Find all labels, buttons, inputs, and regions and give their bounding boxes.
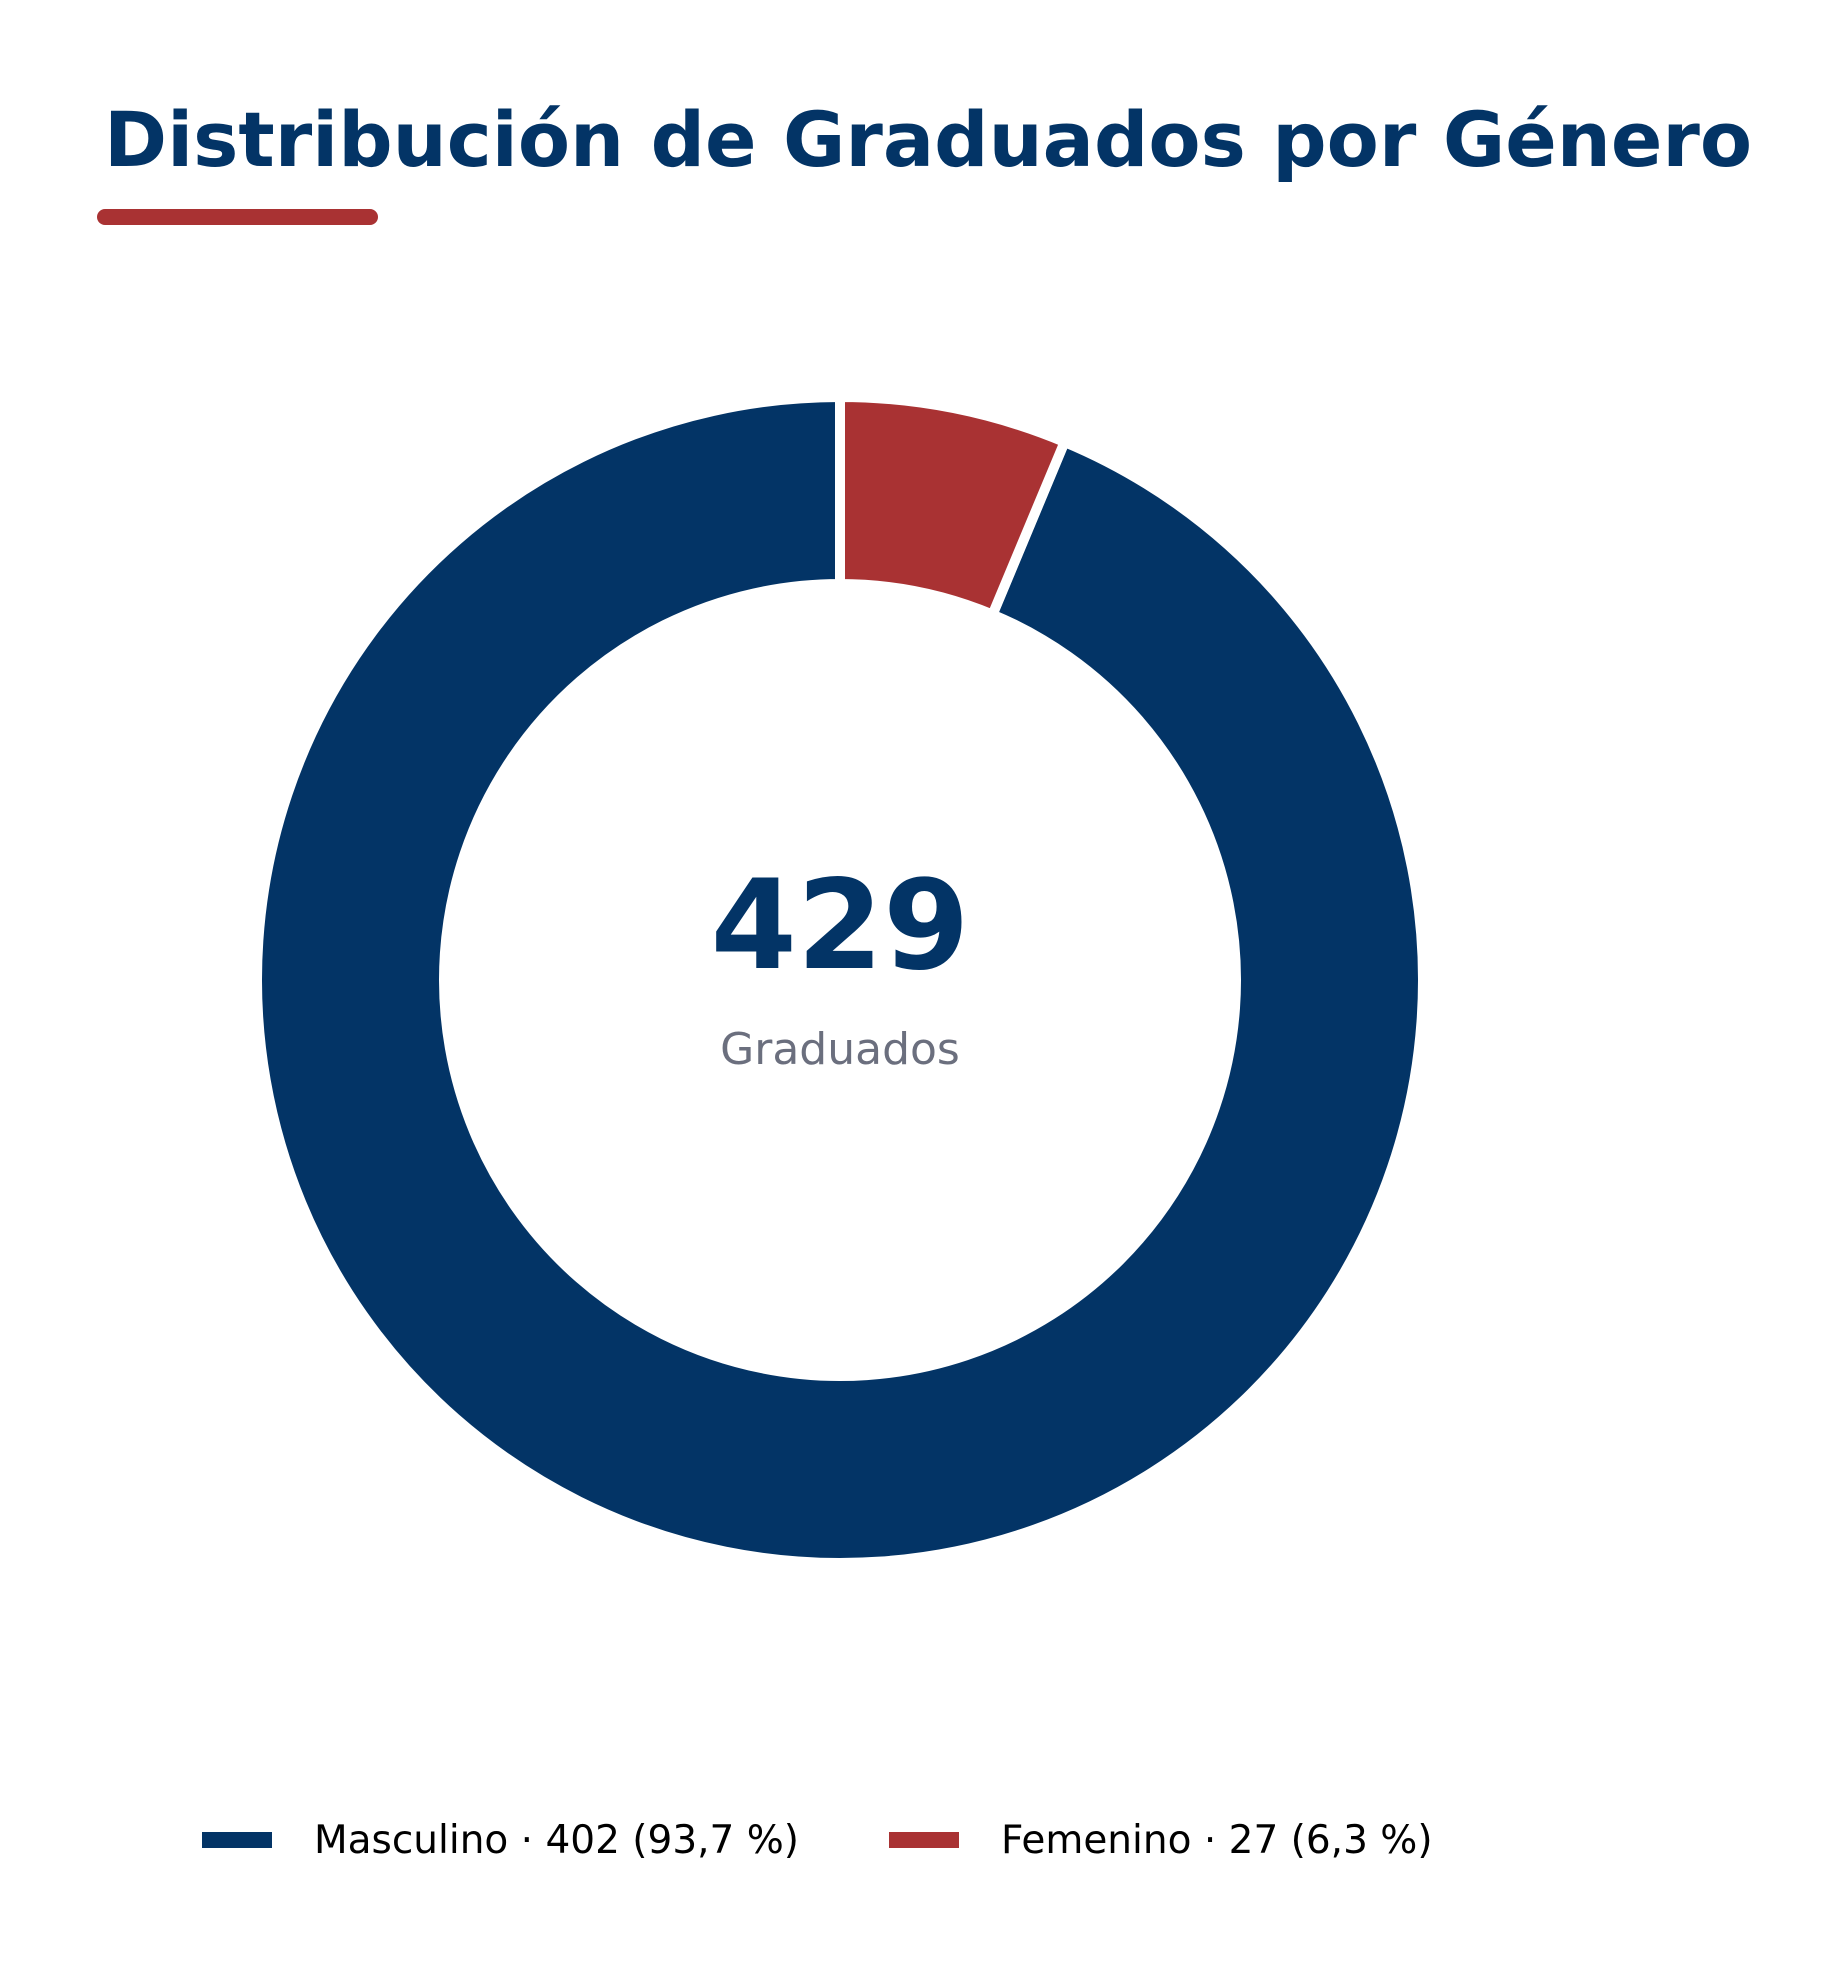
title-underline (97, 209, 378, 225)
legend-label-femenino: Femenino · 27 (6,3 %) (1001, 1817, 1433, 1863)
legend-label-masculino: Masculino · 402 (93,7 %) (314, 1817, 800, 1863)
donut-slice-femenino (835, 391, 1072, 622)
center-total-value: 429 (711, 854, 970, 998)
legend-swatch-masculino (202, 1832, 272, 1848)
chart-title: Distribución de Graduados por Género (104, 95, 1753, 184)
donut-slices (252, 391, 1428, 1568)
center-total-label: Graduados (720, 1024, 960, 1075)
legend-item-masculino: Masculino · 402 (93,7 %) (202, 1818, 799, 1863)
legend-item-femenino: Femenino · 27 (6,3 %) (889, 1818, 1433, 1863)
donut-slice-masculino (252, 391, 1428, 1568)
legend: Masculino · 402 (93,7 %) Femenino · 27 (… (202, 1810, 1523, 1870)
legend-swatch-femenino (889, 1832, 960, 1848)
